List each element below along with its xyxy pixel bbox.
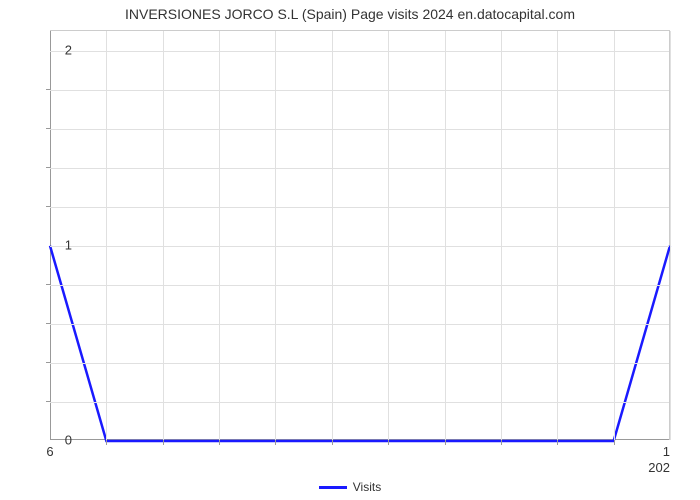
y-minor-tick [46,89,50,90]
x-minor-tick [163,440,164,445]
vgrid-line [332,31,333,440]
y-tick-label: 0 [65,433,72,448]
hgrid-line [50,363,669,364]
vgrid-line [106,31,107,440]
legend-swatch [319,486,347,489]
y-minor-tick [46,362,50,363]
y-minor-tick [46,401,50,402]
hgrid-line [50,168,669,169]
hgrid-line [50,129,669,130]
hgrid-line [50,402,669,403]
chart-title: INVERSIONES JORCO S.L (Spain) Page visit… [0,6,700,22]
vgrid-line [388,31,389,440]
vgrid-line [614,31,615,440]
x-minor-tick [614,440,615,445]
vgrid-line [219,31,220,440]
x-minor-tick [106,440,107,445]
x-minor-tick [275,440,276,445]
vgrid-line [445,31,446,440]
x-minor-tick [388,440,389,445]
x-minor-tick [332,440,333,445]
y-minor-tick [46,284,50,285]
line-series [50,31,669,440]
y-tick-label: 1 [65,237,72,252]
hgrid-line [50,324,669,325]
plot-area [50,30,670,440]
vgrid-line [163,31,164,440]
vgrid-line [557,31,558,440]
legend: Visits [0,480,700,494]
vgrid-line [275,31,276,440]
y-minor-tick [46,128,50,129]
y-minor-tick [46,323,50,324]
hgrid-line [50,285,669,286]
y-minor-tick [46,206,50,207]
x-minor-tick [219,440,220,445]
hgrid-line [50,90,669,91]
x-tick-label-left: 6 [46,444,53,459]
x-minor-tick [557,440,558,445]
legend-label: Visits [353,480,381,494]
vgrid-line [501,31,502,440]
x-tick-label-right-top: 1 [663,444,670,459]
x-minor-tick [501,440,502,445]
hgrid-line [50,51,669,52]
vgrid-line [670,31,671,440]
y-minor-tick [46,167,50,168]
x-tick-label-right-bottom: 202 [648,460,670,475]
y-tick-label: 2 [65,42,72,57]
x-minor-tick [445,440,446,445]
hgrid-line [50,246,669,247]
hgrid-line [50,207,669,208]
